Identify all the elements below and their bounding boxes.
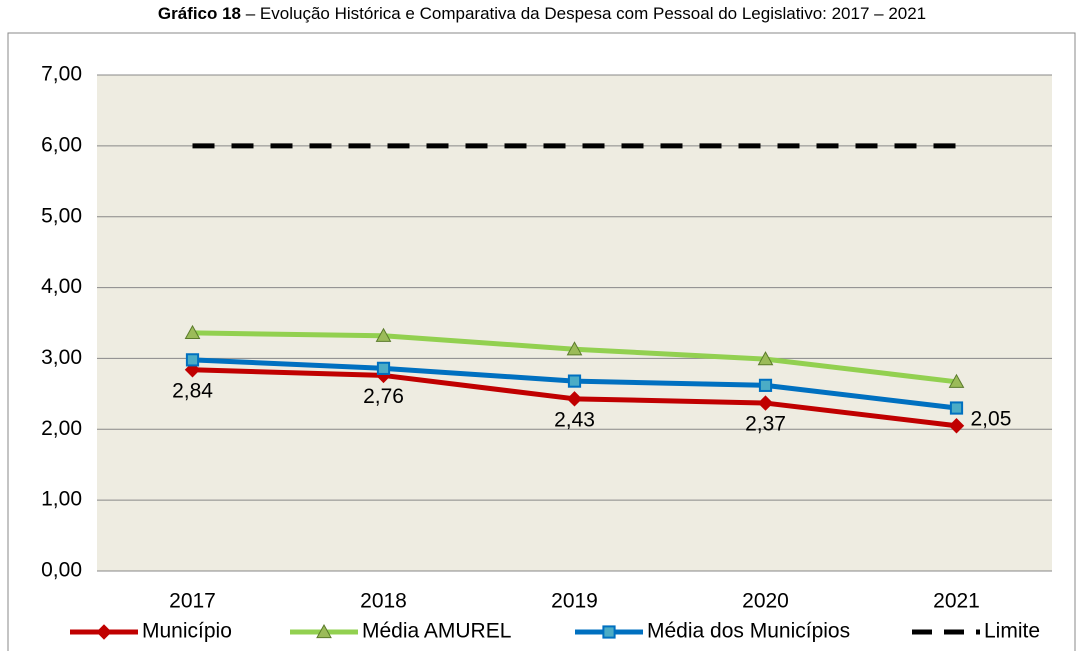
- x-tick-label: 2021: [933, 590, 980, 613]
- marker: [566, 341, 583, 356]
- y-tick-label: 4,00: [41, 275, 82, 298]
- legend-label: Município: [142, 620, 232, 643]
- x-tick-label: 2019: [551, 590, 598, 613]
- legend-label: Limite: [984, 620, 1040, 643]
- data-label: 2,84: [172, 379, 213, 402]
- marker: [376, 361, 391, 375]
- marker: [757, 351, 774, 366]
- x-tick-label: 2020: [742, 590, 789, 613]
- y-tick-label: 5,00: [41, 204, 82, 227]
- legend-label: Média dos Municípios: [647, 620, 850, 643]
- marker: [602, 625, 616, 639]
- marker: [567, 374, 582, 388]
- chart-title: Gráfico 18 – Evolução Histórica e Compar…: [158, 4, 926, 23]
- marker: [566, 391, 583, 407]
- data-label: 2,76: [363, 385, 404, 408]
- marker: [948, 373, 965, 388]
- marker: [948, 418, 965, 434]
- data-label: 2,37: [745, 413, 786, 436]
- x-tick-label: 2018: [360, 590, 407, 613]
- plot-area: [97, 75, 1052, 571]
- y-tick-label: 0,00: [41, 559, 82, 582]
- marker: [758, 378, 773, 392]
- legend-label: Média AMUREL: [362, 620, 511, 643]
- marker: [375, 327, 392, 342]
- y-tick-label: 3,00: [41, 346, 82, 369]
- y-tick-label: 2,00: [41, 417, 82, 440]
- marker: [949, 401, 964, 415]
- x-tick-label: 2017: [169, 590, 216, 613]
- marker: [96, 624, 112, 640]
- title-bold: Gráfico 18: [158, 4, 241, 23]
- marker: [316, 623, 332, 639]
- y-tick-label: 7,00: [41, 63, 82, 86]
- data-label: 2,43: [554, 408, 595, 431]
- data-label: 2,05: [971, 407, 1012, 430]
- title-text: – Evolução Histórica e Comparativa da De…: [246, 4, 926, 23]
- y-tick-label: 1,00: [41, 488, 82, 511]
- marker: [184, 324, 201, 340]
- marker: [185, 353, 200, 367]
- y-tick-label: 6,00: [41, 133, 82, 156]
- marker: [757, 395, 774, 411]
